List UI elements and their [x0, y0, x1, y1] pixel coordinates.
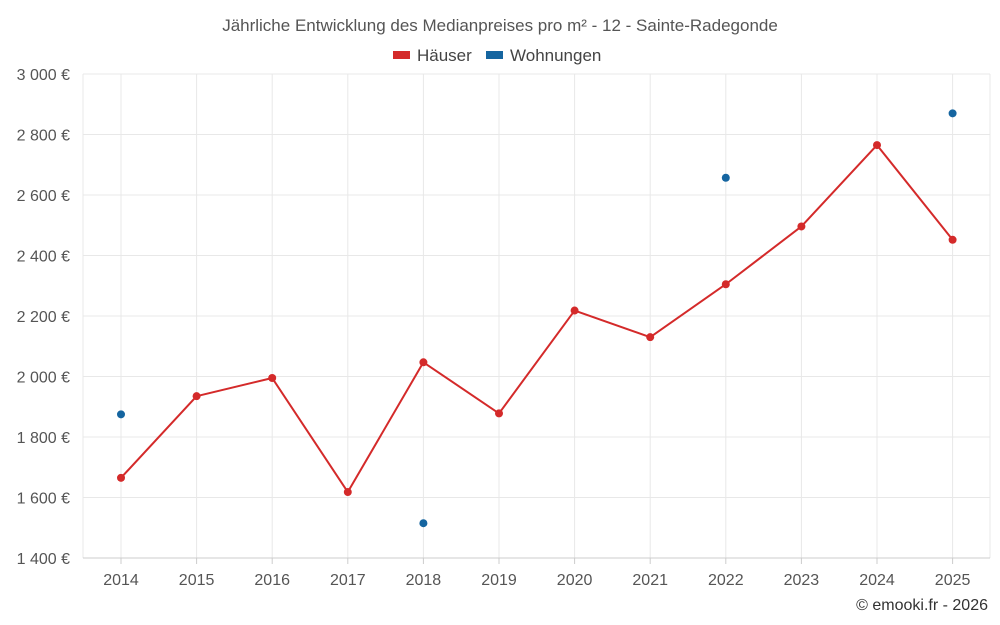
x-tick-label: 2020	[557, 572, 593, 589]
data-point-hauser[interactable]	[268, 374, 277, 383]
legend-label-wohnungen: Wohnungen	[510, 46, 601, 65]
x-tick-label: 2023	[784, 572, 820, 589]
data-point-hauser[interactable]	[570, 306, 579, 315]
y-tick-label: 1 400 €	[17, 551, 70, 568]
data-point-wohnungen[interactable]	[721, 173, 730, 182]
x-tick-label: 2016	[254, 572, 290, 589]
data-point-hauser[interactable]	[948, 235, 957, 244]
y-tick-label: 1 800 €	[17, 430, 70, 447]
y-tick-label: 3 000 €	[17, 67, 70, 84]
x-tick-label: 2017	[330, 572, 366, 589]
legend: Häuser Wohnungen	[393, 46, 601, 65]
x-tick-label: 2014	[103, 572, 139, 589]
legend-item-hauser[interactable]: Häuser	[393, 46, 472, 65]
series-wohnungen	[117, 109, 957, 528]
legend-swatch-wohnungen	[486, 51, 503, 59]
data-point-wohnungen[interactable]	[948, 109, 957, 118]
y-tick-label: 2 200 €	[17, 309, 70, 326]
y-axis-ticks: 1 400 € 1 600 € 1 800 € 2 000 € 2 200 € 2 400…	[17, 67, 70, 568]
data-point-hauser[interactable]	[192, 392, 201, 401]
y-tick-label: 2 600 €	[17, 188, 70, 205]
data-point-hauser[interactable]	[721, 280, 730, 289]
y-tick-label: 1 600 €	[17, 491, 70, 508]
legend-label-hauser: Häuser	[417, 46, 472, 65]
y-tick-label: 2 400 €	[17, 249, 70, 266]
y-tick-label: 2 800 €	[17, 128, 70, 145]
legend-swatch-hauser	[393, 51, 410, 59]
data-point-hauser[interactable]	[797, 222, 806, 231]
y-gridlines	[83, 73, 990, 498]
data-point-hauser[interactable]	[419, 358, 428, 367]
series-line-hauser	[120, 144, 954, 494]
x-gridlines	[82, 74, 991, 558]
series-layer	[117, 109, 957, 528]
y-tick-label: 2 000 €	[17, 370, 70, 387]
data-point-wohnungen[interactable]	[419, 519, 428, 528]
legend-item-wohnungen[interactable]: Wohnungen	[486, 46, 601, 65]
x-axis-ticks: 2014 2015 2016 2017 2018 2019 2020 2021 2022 2023…	[103, 558, 970, 589]
data-point-hauser[interactable]	[873, 141, 881, 150]
x-tick-label: 2018	[406, 572, 442, 589]
data-point-hauser[interactable]	[117, 473, 125, 482]
x-tick-label: 2015	[179, 572, 215, 589]
series-hauser	[117, 141, 957, 497]
x-tick-label: 2024	[859, 572, 895, 589]
credit-text: © emooki.fr - 2026	[856, 597, 988, 614]
data-point-hauser[interactable]	[495, 409, 503, 418]
x-tick-label: 2021	[632, 572, 668, 589]
chart-title: Jährliche Entwicklung des Medianpreises …	[222, 16, 778, 35]
data-point-hauser[interactable]	[343, 488, 352, 497]
data-point-wohnungen[interactable]	[117, 410, 125, 419]
data-point-hauser[interactable]	[646, 333, 655, 342]
x-tick-label: 2025	[935, 572, 971, 589]
x-tick-label: 2022	[708, 572, 744, 589]
x-tick-label: 2019	[481, 572, 517, 589]
